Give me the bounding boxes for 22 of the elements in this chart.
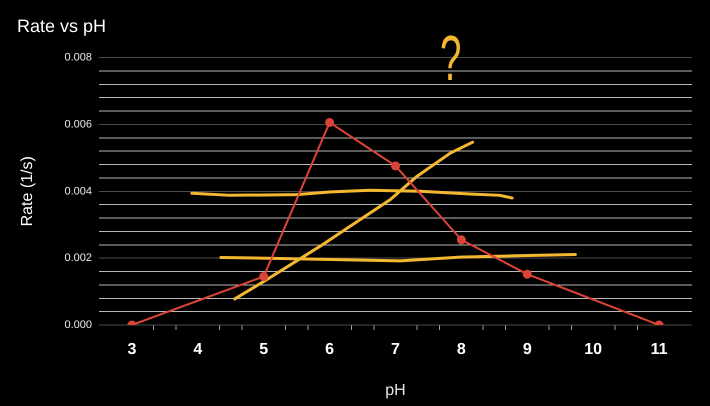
x-axis-title: pH [385,382,406,399]
x-tick-label: 6 [325,341,334,358]
x-tick-label: 5 [259,341,268,358]
x-tick-label: 3 [127,341,136,358]
x-tick-label: 7 [391,341,400,358]
y-tick-label: 0.002 [64,252,92,264]
chart-title: Rate vs pH [17,16,106,36]
point [522,270,532,279]
y-tick-label: 0.004 [64,185,92,198]
x-tick-label: 10 [584,341,602,358]
x-tick-label: 11 [650,341,668,358]
point [456,235,466,244]
x-tick-label: 8 [456,341,466,358]
point [259,272,268,282]
y-tick-label: 0.006 [64,118,92,130]
y-axis-title: Rate (1/s) [19,156,36,226]
point [325,118,334,127]
x-tick-label: 4 [193,341,202,358]
y-tick-label: 0.008 [64,52,92,64]
point [391,161,400,170]
y-tick-label: 0.000 [64,319,92,332]
x-tick-label: 9 [522,341,532,358]
